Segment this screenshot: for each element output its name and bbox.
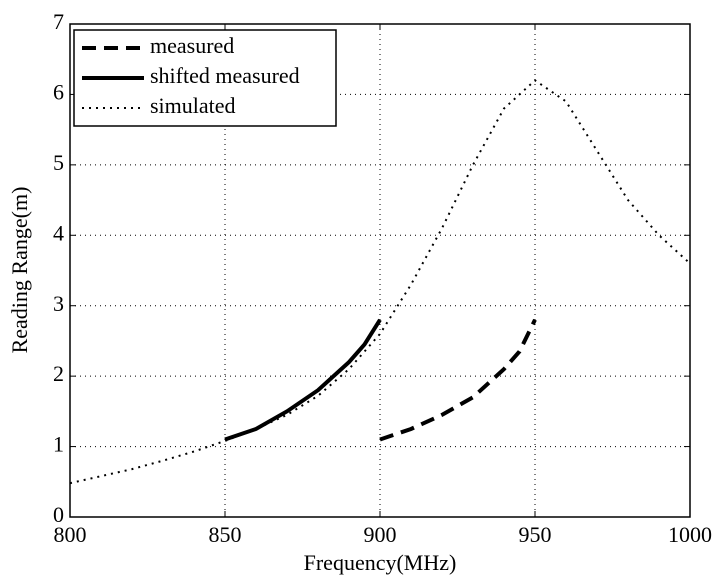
data-line xyxy=(379,318,537,442)
plot-frame xyxy=(69,23,691,518)
y-axis-label: Reading Range(m) xyxy=(7,187,32,354)
x-tick-label: 1000 xyxy=(668,522,712,547)
y-tick-label: 3 xyxy=(53,291,64,316)
y-tick-label: 4 xyxy=(53,220,64,245)
x-tick-label: 900 xyxy=(364,522,397,547)
x-tick-label: 850 xyxy=(209,522,242,547)
legend-label: simulated xyxy=(150,93,236,118)
legend: measured shifted measured simulated xyxy=(73,29,337,127)
y-tick-label: 0 xyxy=(53,502,64,527)
legend-label: measured xyxy=(150,33,234,58)
y-tick-label: 1 xyxy=(53,432,64,457)
y-tick-label: 7 xyxy=(53,9,64,34)
y-tick-label: 2 xyxy=(53,361,64,386)
y-tick-label: 6 xyxy=(53,79,64,104)
legend-label: shifted measured xyxy=(150,63,300,88)
x-tick-label: 950 xyxy=(519,522,552,547)
y-tick-label: 5 xyxy=(53,150,64,175)
x-axis-label: Frequency(MHz) xyxy=(304,550,457,575)
data-line xyxy=(224,318,382,442)
x-tick-label: 800 xyxy=(54,522,87,547)
data-line xyxy=(69,79,691,485)
